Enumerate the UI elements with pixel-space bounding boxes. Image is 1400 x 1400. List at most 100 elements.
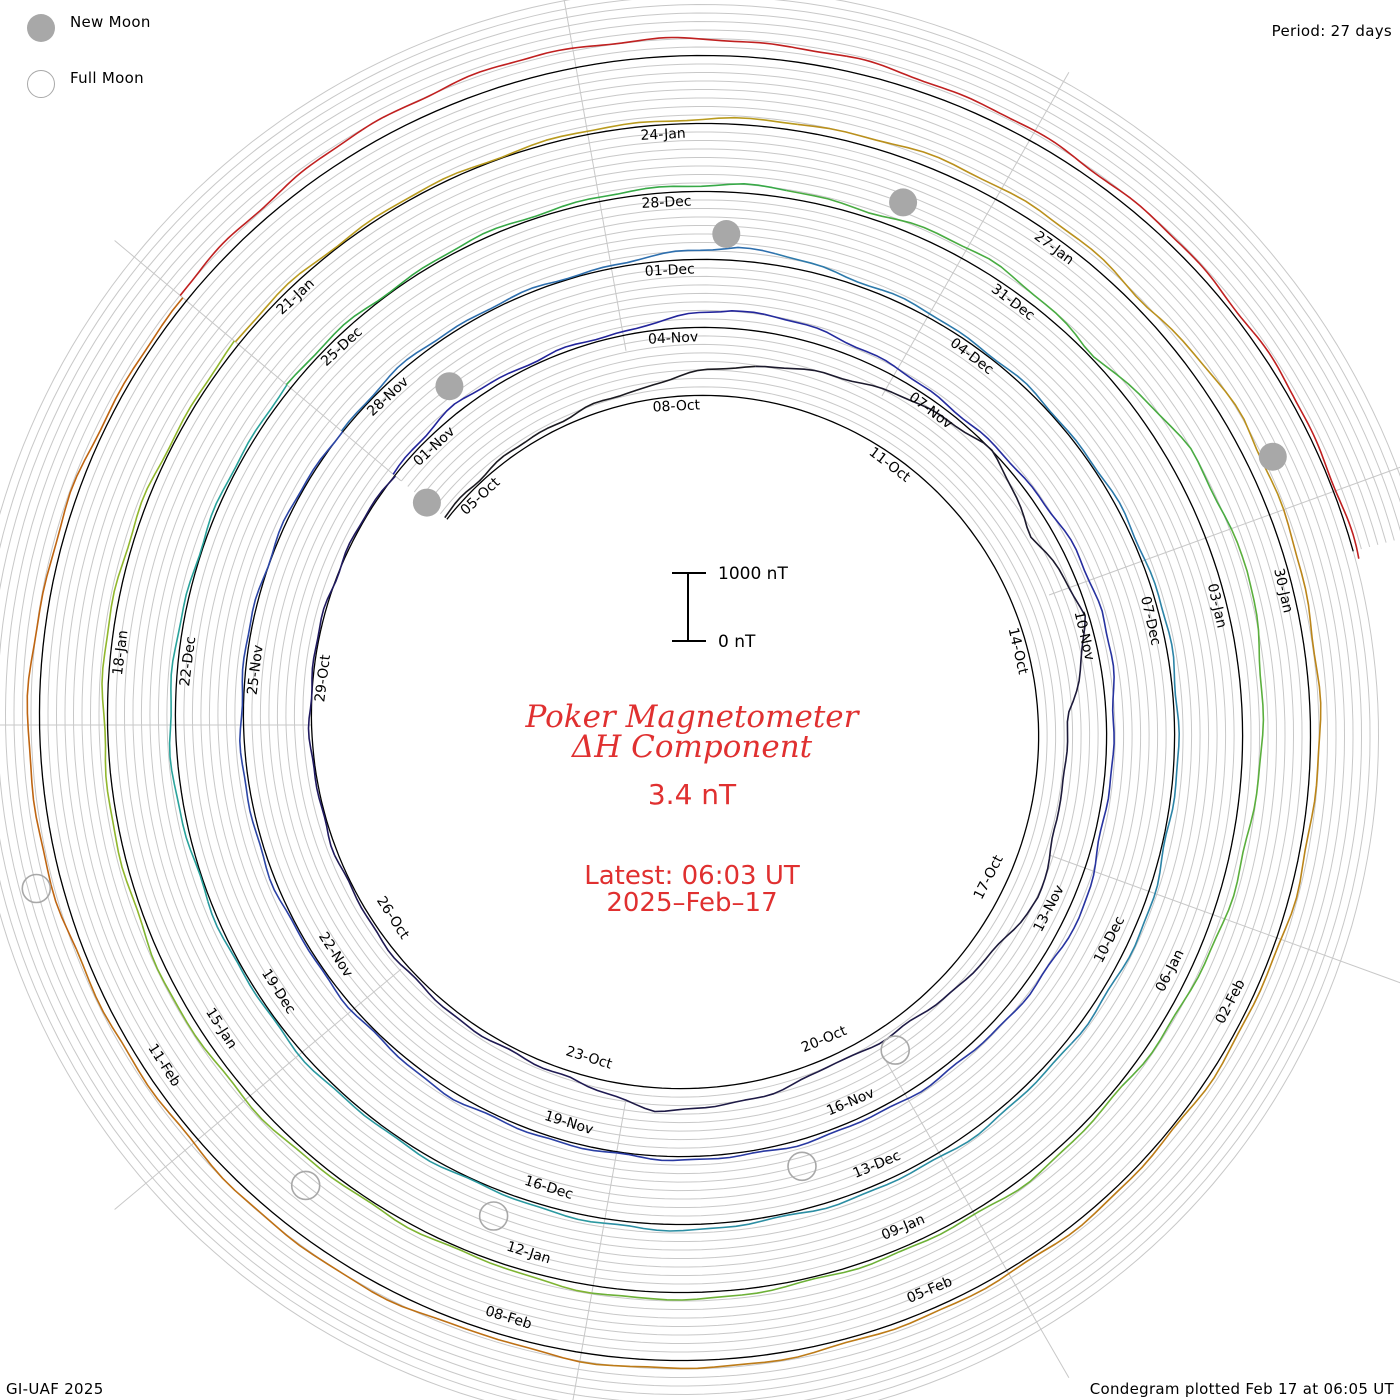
trace-rotation-4 bbox=[101, 340, 235, 926]
trace-rotation-6 bbox=[1074, 156, 1254, 333]
data-traces bbox=[26, 36, 1360, 1370]
radial-spoke bbox=[114, 968, 402, 1210]
trace-rotation-1 bbox=[978, 587, 1086, 967]
new-moon-marker-icon bbox=[435, 372, 464, 401]
new-moon-marker-icon bbox=[712, 220, 741, 248]
grid-spiral bbox=[0, 12, 1395, 1400]
date-label: 10-Dec bbox=[1091, 914, 1128, 966]
grid-spiral bbox=[4, 20, 1387, 1396]
date-label: 30-Jan bbox=[1270, 567, 1296, 615]
radial-spoke bbox=[881, 71, 1070, 397]
trace-rotation-4 bbox=[141, 924, 592, 1294]
trace-rotation-6 bbox=[1252, 331, 1360, 559]
date-label: 17-Oct bbox=[971, 852, 1007, 902]
date-label: 29-Oct bbox=[312, 653, 334, 703]
date-label: 13-Nov bbox=[1031, 883, 1068, 935]
trace-rotation-1 bbox=[444, 365, 756, 519]
full-moon-marker-icon bbox=[478, 1201, 509, 1231]
date-label: 01-Dec bbox=[644, 261, 695, 279]
plotted-timestamp: Condegram plotted Feb 17 at 06:05 UT bbox=[1089, 1380, 1394, 1398]
new-moon-legend-label: New Moon bbox=[70, 13, 151, 31]
date-label: 16-Dec bbox=[522, 1173, 574, 1203]
trace-rotation-1 bbox=[333, 854, 627, 1101]
radial-spoke bbox=[114, 240, 402, 482]
trace-rotation-3 bbox=[340, 246, 776, 432]
trace-rotation-3 bbox=[774, 252, 1146, 561]
date-label: 16-Nov bbox=[824, 1085, 876, 1119]
date-label: 18-Jan bbox=[110, 629, 132, 676]
trace-rotation-5 bbox=[1172, 509, 1322, 1130]
trace-rotation-5 bbox=[234, 116, 799, 343]
date-label: 23-Oct bbox=[564, 1043, 615, 1072]
full-moon-marker-icon bbox=[787, 1151, 817, 1182]
trace-rotation-6 bbox=[846, 55, 1076, 159]
full-moon-legend-icon bbox=[27, 70, 55, 98]
trace-rotation-1 bbox=[625, 965, 981, 1113]
radial-spoke bbox=[1048, 466, 1400, 596]
date-label: 25-Dec bbox=[318, 324, 366, 370]
latest-time: Latest: 06:03 UT bbox=[584, 861, 800, 891]
trace-rotation-6 bbox=[361, 44, 597, 131]
date-label: 08-Oct bbox=[652, 397, 701, 415]
date-label: 25-Nov bbox=[245, 644, 267, 696]
trace-rotation-2 bbox=[239, 431, 344, 880]
grid-spiral bbox=[0, 3, 1400, 1400]
date-label: 05-Oct bbox=[458, 474, 504, 518]
trace-rotation-3 bbox=[207, 900, 605, 1224]
scale-bar-top-label: 1000 nT bbox=[718, 564, 788, 584]
trace-rotation-5 bbox=[26, 297, 184, 950]
chart-title: Poker Magnetometer bbox=[525, 699, 861, 735]
scale-bar-bottom-label: 0 nT bbox=[718, 632, 756, 652]
date-label: 10-Nov bbox=[1071, 610, 1098, 663]
radial-spoke bbox=[563, 0, 627, 351]
date-label: 09-Jan bbox=[879, 1211, 927, 1243]
date-label: 24-Jan bbox=[640, 126, 686, 144]
trace-rotation-1 bbox=[307, 475, 396, 856]
trace-rotation-6 bbox=[179, 129, 363, 296]
chart-subtitle: ΔH Component bbox=[571, 729, 813, 765]
trace-rotation-4 bbox=[786, 189, 1233, 530]
trace-rotation-1 bbox=[755, 365, 1070, 589]
trace-rotation-5 bbox=[797, 123, 1285, 510]
full-moon-marker-icon bbox=[880, 1035, 911, 1065]
date-label: 14-Oct bbox=[1005, 626, 1031, 676]
baseline-spiral bbox=[38, 54, 1354, 1362]
trace-rotation-4 bbox=[1121, 528, 1265, 1087]
radial-spoke bbox=[572, 1099, 627, 1400]
latest-date: 2025–Feb–17 bbox=[606, 888, 777, 918]
moon-markers bbox=[21, 188, 1287, 1231]
date-label: 02-Feb bbox=[1213, 977, 1249, 1027]
trace-rotation-3 bbox=[168, 384, 288, 902]
full-moon-legend-label: Full Moon bbox=[70, 69, 144, 87]
trace-rotation-4 bbox=[591, 1085, 1123, 1301]
full-moon-marker-icon bbox=[21, 873, 52, 904]
grid-spiral bbox=[30, 46, 1362, 1370]
date-label: 04-Nov bbox=[648, 329, 699, 347]
new-moon-marker-icon bbox=[1258, 442, 1287, 471]
trace-rotation-6 bbox=[596, 36, 847, 57]
date-label: 21-Jan bbox=[274, 276, 318, 318]
date-label: 19-Nov bbox=[542, 1108, 595, 1138]
scale-bar: 1000 nT 0 nT bbox=[672, 564, 788, 652]
trace-rotation-3 bbox=[604, 1042, 1073, 1232]
radial-spoke bbox=[881, 1053, 1070, 1379]
full-moon-marker-icon bbox=[290, 1170, 321, 1201]
trace-rotation-2 bbox=[616, 1002, 1024, 1162]
trace-rotation-5 bbox=[75, 948, 580, 1363]
new-moon-marker-icon bbox=[889, 188, 918, 217]
grid-spiral bbox=[13, 29, 1379, 1387]
trace-rotation-2 bbox=[1022, 580, 1115, 1004]
trace-rotation-5 bbox=[579, 1128, 1174, 1370]
new-moon-marker-icon bbox=[412, 488, 441, 517]
date-label: 28-Dec bbox=[641, 193, 692, 211]
grid-spiral bbox=[21, 37, 1371, 1378]
credit-label: GI-UAF 2025 bbox=[6, 1380, 104, 1398]
trace-rotation-2 bbox=[268, 878, 617, 1154]
trace-rotation-3 bbox=[1070, 559, 1180, 1045]
trace-rotation-2 bbox=[392, 310, 765, 475]
current-value: 3.4 nT bbox=[648, 778, 737, 811]
new-moon-legend-icon bbox=[27, 14, 55, 42]
